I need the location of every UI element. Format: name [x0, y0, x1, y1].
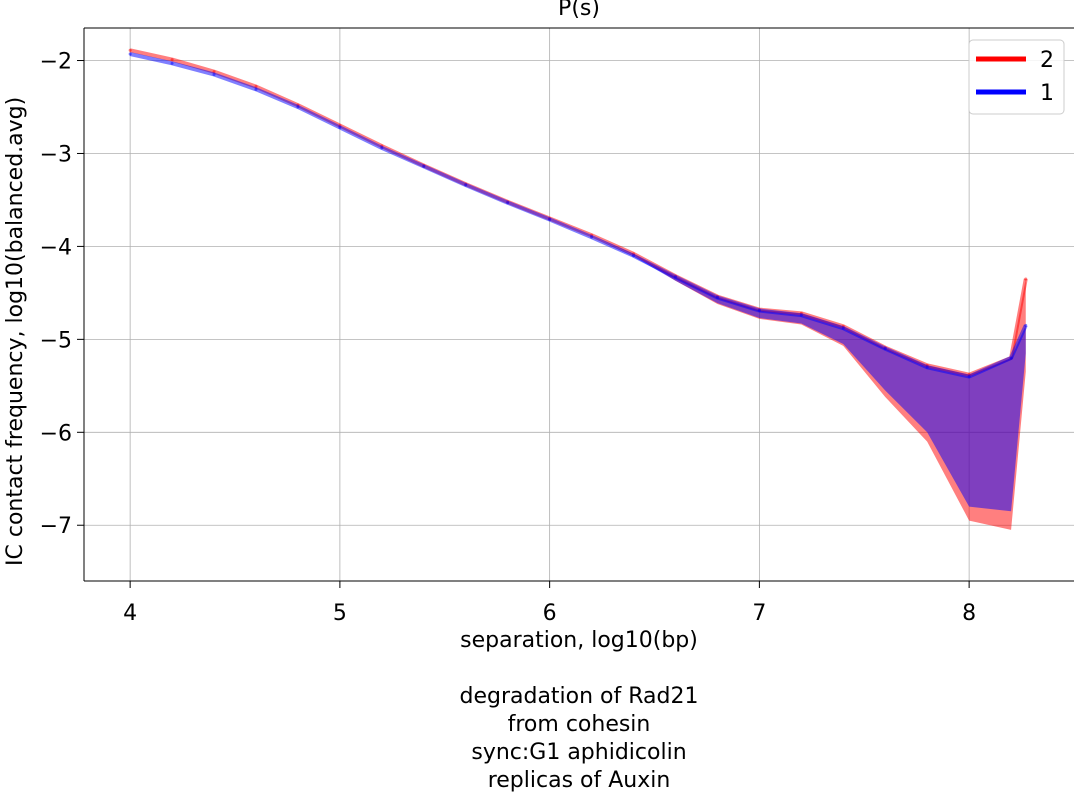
series-point-1: [632, 254, 636, 258]
series-point-1: [1009, 356, 1013, 360]
chart-title: P(s): [558, 0, 600, 21]
ticks: 4 5 6 7 8 −2 −3 −4 −5 −6 −7: [40, 50, 977, 626]
axes: [83, 27, 1074, 582]
series-point-1: [673, 275, 677, 279]
caption-line-1: degradation of Rad21: [459, 684, 699, 709]
series-point-1: [506, 201, 510, 205]
series-point-1: [338, 125, 342, 129]
caption-line-3: sync:G1 aphidicolin: [471, 740, 687, 765]
series-point-1: [170, 61, 174, 65]
grid: [84, 28, 1074, 581]
series-point-1: [296, 105, 300, 109]
series-point-1: [212, 72, 216, 76]
x-axis-label: separation, log10(bp): [460, 628, 698, 653]
series-point-1: [464, 183, 468, 187]
series-point-1: [422, 164, 426, 168]
series-point-1: [799, 313, 803, 317]
legend: 2 1: [968, 39, 1065, 115]
series-point-1: [590, 235, 594, 239]
series-point-1: [757, 309, 761, 313]
caption-line-4: replicas of Auxin: [487, 768, 671, 793]
legend-label-series-2: 2: [1040, 48, 1054, 73]
y-tick-label: −6: [40, 421, 72, 446]
caption-line-2: from cohesin: [507, 712, 651, 737]
series-point-1: [380, 146, 384, 150]
x-tick-label: 8: [962, 601, 976, 626]
y-tick-label: −4: [40, 235, 72, 260]
y-tick-label: −3: [40, 142, 72, 167]
y-axis-label: IC contact frequency, log10(balanced.avg…: [3, 96, 28, 566]
series-point-1: [715, 296, 719, 300]
series-point-1: [548, 217, 552, 221]
y-tick-label: −5: [40, 328, 72, 353]
series-point-1: [1024, 323, 1028, 327]
series-layer: [128, 48, 1028, 530]
series-point-2: [170, 58, 174, 62]
series-point-1: [925, 365, 929, 369]
series-point-1: [128, 52, 132, 56]
series-point-1: [967, 375, 971, 379]
plot-area: [84, 28, 1074, 581]
series-point-2: [1024, 277, 1028, 281]
series-point-1: [254, 87, 258, 91]
y-tick-label: −2: [40, 50, 72, 75]
caption: degradation of Rad21 from cohesin sync:G…: [0, 683, 1074, 795]
y-tick-label: −7: [40, 514, 72, 539]
x-tick-label: 7: [752, 601, 766, 626]
x-tick-label: 4: [123, 601, 137, 626]
legend-label-series-1: 1: [1040, 81, 1054, 106]
x-tick-label: 6: [543, 601, 557, 626]
x-tick-label: 5: [333, 601, 347, 626]
series-point-1: [883, 347, 887, 351]
series-point-2: [128, 48, 132, 52]
series-point-1: [841, 326, 845, 330]
